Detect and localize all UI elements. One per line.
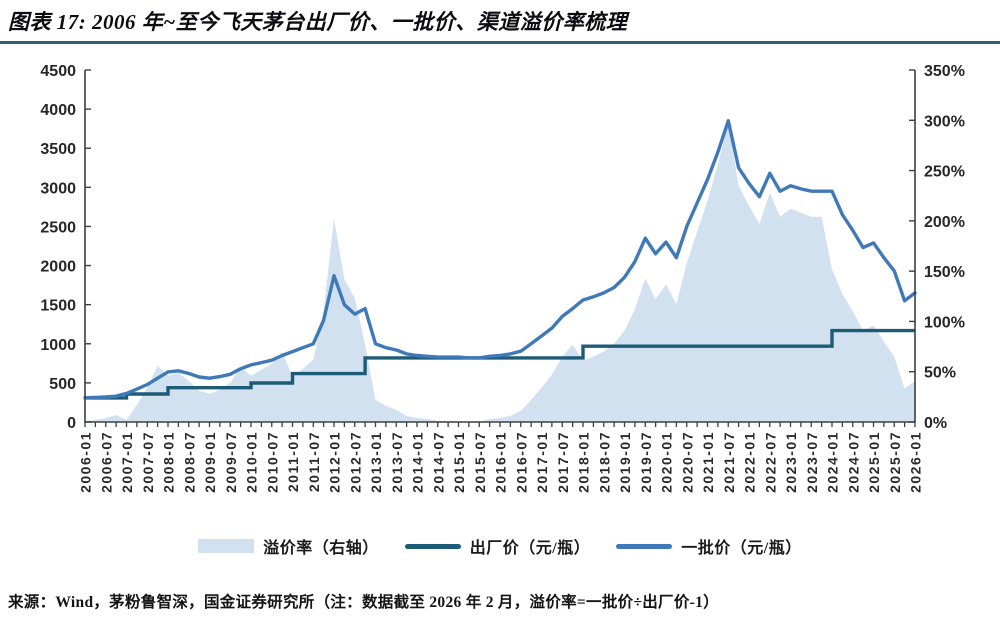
right-axis-tick-label: 350% [924,63,965,80]
source-note: 来源：Wind，茅粉鲁智深，国金证券研究所（注：数据截至 2026 年 2 月，… [8,594,719,611]
right-axis-tick-label: 200% [924,214,965,231]
page-title: 图表 17: 2006 年~至今飞天茅台出厂价、一批价、渠道溢价率梳理 [8,10,628,34]
chart-legend: 溢价率（右轴） 出厂价（元/瓶） 一批价（元/瓶） [0,534,1000,558]
x-axis-tick-label: 2015-01 [451,431,467,493]
left-axis-tick-label: 0 [67,415,76,432]
premium-area-swatch [198,539,255,553]
x-axis-tick-label: 2015-07 [472,431,488,493]
x-axis-tick-label: 2010-07 [264,431,280,493]
x-axis-tick-label: 2018-01 [576,431,592,493]
x-axis-tick-label: 2024-01 [825,431,841,493]
x-axis-tick-label: 2020-01 [659,431,675,493]
x-axis-tick-label: 2009-01 [202,431,218,493]
right-axis-tick-label: 100% [924,314,965,331]
legend-item-batch-price: 一批价（元/瓶） [616,534,801,558]
x-axis-tick-label: 2023-07 [804,431,820,493]
chart-canvas: 0 500 1000 1500 2000 2500 3000 3500 4000 4500 0% 50… [40,63,965,493]
x-axis-tick-label: 2011-07 [306,431,322,492]
x-axis-tick-label: 2024-07 [845,431,861,493]
legend-label-premium: 溢价率（右轴） [263,540,379,557]
left-axis-tick-label: 4500 [40,63,76,80]
left-axis-tick-label: 500 [49,376,76,393]
x-axis-tick-label: 2011-01 [285,431,301,492]
x-axis-tick-label: 2008-01 [161,431,177,493]
x-axis-tick-label: 2007-07 [140,431,156,493]
right-axis-tick-label: 250% [924,164,965,181]
x-axis-tick-label: 2017-07 [555,431,571,493]
legend-label-batch-price: 一批价（元/瓶） [681,540,802,557]
x-axis-tick-label: 2014-07 [430,431,446,493]
left-axis-tick-label: 1000 [40,337,76,354]
left-axis-tick-label: 3000 [40,180,76,197]
right-axis-tick-label: 50% [924,365,956,382]
x-axis-tick-label: 2023-01 [783,431,799,493]
x-axis-tick-label: 2018-07 [596,431,612,493]
x-axis-tick-label: 2025-07 [887,431,903,493]
x-axis-tick-label: 2021-07 [721,431,737,493]
x-axis-tick-label: 2021-01 [700,431,716,493]
x-axis-tick-label: 2022-07 [762,431,778,493]
batch-price-line-swatch [616,543,673,549]
left-axis-tick-label: 4000 [40,102,76,119]
series-batch-price-line [83,119,917,400]
legend-item-premium: 溢价率（右轴） [198,534,379,558]
x-axis-tick-label: 2009-07 [223,431,239,493]
factory-price-line-swatch [404,543,461,549]
x-axis-tick-label: 2016-07 [513,431,529,493]
legend-item-factory-price: 出厂价（元/瓶） [404,534,591,558]
x-axis-tick-label: 2019-01 [617,431,633,493]
x-axis-tick-label: 2012-01 [327,431,343,493]
x-axis-tick-label: 2013-07 [389,431,405,493]
x-axis-tick-label: 2014-01 [410,431,426,493]
x-axis-tick-label: 2008-07 [181,431,197,493]
x-axis-tick-label: 2016-01 [493,431,509,493]
x-axis-tick-label: 2026-01 [908,431,924,493]
x-axis-tick-label: 2012-07 [347,431,363,493]
legend-label-factory-price: 出厂价（元/瓶） [469,540,591,557]
x-axis-tick-label: 2020-07 [679,431,695,493]
right-axis-tick-label: 300% [924,113,965,130]
right-axis-tick-label: 150% [924,264,965,281]
x-axis-tick-label: 2022-01 [742,431,758,493]
x-axis-tick-label: 2025-01 [866,431,882,493]
chart-area: 0 500 1000 1500 2000 2500 3000 3500 4000 4500 0% 50… [0,46,1000,521]
x-axis-tick-label: 2007-01 [119,431,135,493]
left-axis-tick-label: 2000 [40,259,76,276]
x-axis-tick-label: 2006-01 [78,431,94,493]
left-axis-tick-label: 2500 [40,219,76,236]
x-axis-tick-label: 2017-01 [534,431,550,493]
x-axis-tick-label: 2019-07 [638,431,654,493]
left-axis-tick-label: 1500 [40,298,76,315]
x-axis-tick-label: 2010-01 [244,431,260,493]
left-axis-tick-label: 3500 [40,141,76,158]
x-axis-tick-label: 2006-07 [98,431,114,493]
x-axis-tick-label: 2013-01 [368,431,384,493]
title-rule [0,41,1000,44]
right-axis-tick-label: 0% [924,415,947,432]
